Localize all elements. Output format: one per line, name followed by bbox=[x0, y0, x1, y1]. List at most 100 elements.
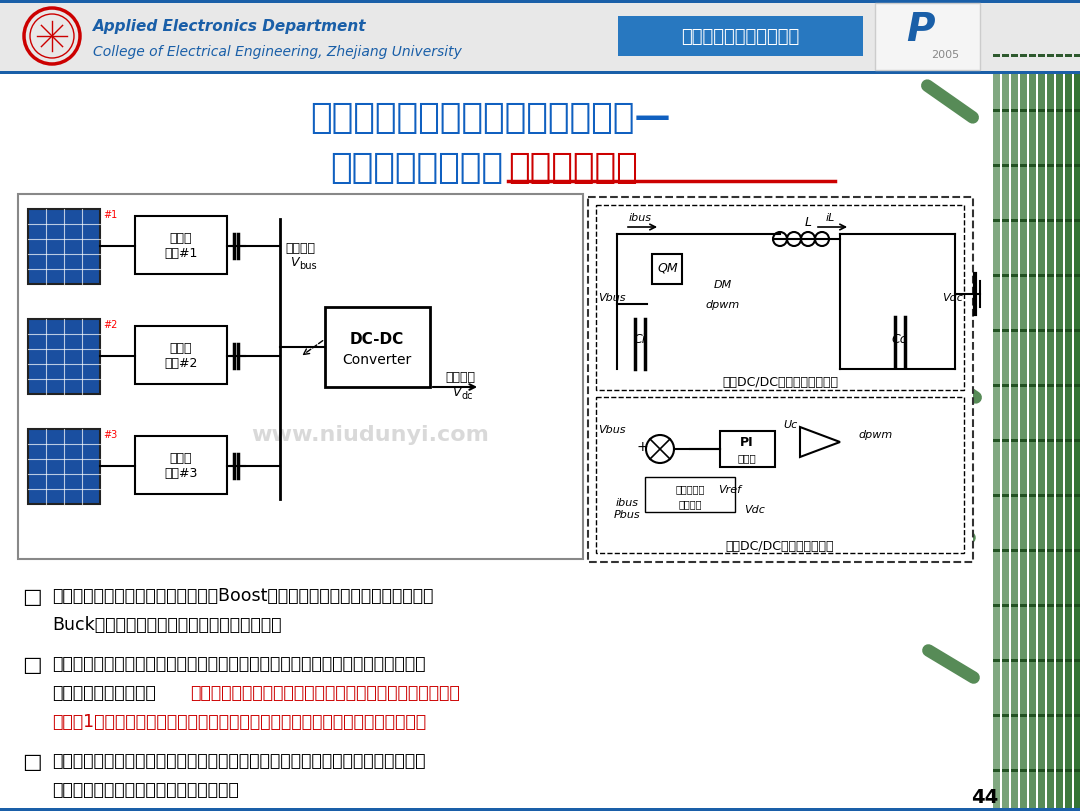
Bar bbox=[1038, 440, 1045, 443]
Bar bbox=[1038, 495, 1045, 497]
Text: 后级DC/DC变换器控制电路: 后级DC/DC变换器控制电路 bbox=[726, 540, 834, 553]
Bar bbox=[135, 436, 227, 495]
Bar bbox=[993, 769, 1000, 772]
Bar bbox=[993, 0, 1000, 811]
Bar bbox=[0, 72, 1080, 75]
Bar bbox=[1065, 714, 1072, 717]
Bar bbox=[1020, 714, 1027, 717]
Text: dc: dc bbox=[461, 391, 473, 401]
Text: □: □ bbox=[22, 654, 42, 674]
Text: V: V bbox=[291, 256, 298, 269]
Bar bbox=[0, 0, 1080, 4]
Bar bbox=[1047, 220, 1054, 223]
Text: 控制器: 控制器 bbox=[738, 453, 756, 462]
Text: 直流母线: 直流母线 bbox=[285, 241, 315, 254]
Text: #2: #2 bbox=[103, 320, 118, 329]
Bar bbox=[1065, 495, 1072, 497]
Text: 后级DC/DC变换器主功率电路: 后级DC/DC变换器主功率电路 bbox=[723, 376, 838, 389]
Bar bbox=[1011, 109, 1018, 113]
Bar bbox=[1047, 0, 1054, 811]
Text: dpwm: dpwm bbox=[706, 299, 740, 310]
Text: 该系统前级由三个光伏板及三个基于Boost拓扑的功率优化器组成，后级由一个: 该系统前级由三个光伏板及三个基于Boost拓扑的功率优化器组成，后级由一个 bbox=[52, 586, 433, 604]
Bar bbox=[1065, 55, 1072, 58]
Bar bbox=[1074, 769, 1080, 772]
Bar bbox=[1038, 714, 1045, 717]
Bar bbox=[1011, 55, 1018, 58]
Bar bbox=[1020, 495, 1027, 497]
Bar bbox=[1038, 220, 1045, 223]
Bar bbox=[1020, 329, 1027, 333]
Bar bbox=[1020, 384, 1027, 388]
Bar bbox=[1029, 549, 1036, 552]
Bar bbox=[1029, 0, 1036, 811]
Bar bbox=[1011, 440, 1018, 443]
Bar bbox=[1038, 0, 1045, 3]
Bar bbox=[720, 431, 775, 467]
Bar bbox=[135, 327, 227, 384]
Bar bbox=[1002, 549, 1009, 552]
Bar bbox=[1029, 659, 1036, 663]
Bar bbox=[1065, 769, 1072, 772]
Bar bbox=[1047, 329, 1054, 333]
Bar bbox=[993, 604, 1000, 607]
Bar bbox=[1038, 55, 1045, 58]
Bar bbox=[1029, 220, 1036, 223]
Text: +: + bbox=[636, 440, 648, 453]
Text: DC-DC: DC-DC bbox=[350, 332, 404, 347]
Bar bbox=[1011, 275, 1018, 277]
Text: □: □ bbox=[22, 586, 42, 607]
Bar bbox=[1029, 604, 1036, 607]
Bar bbox=[875, 4, 980, 71]
Bar bbox=[1002, 495, 1009, 497]
Bar bbox=[993, 275, 1000, 277]
Bar bbox=[1011, 495, 1018, 497]
Text: Vdc: Vdc bbox=[942, 293, 963, 303]
Bar bbox=[1002, 165, 1009, 168]
Bar bbox=[1065, 165, 1072, 168]
Bar bbox=[1074, 275, 1080, 277]
Bar bbox=[993, 549, 1000, 552]
Text: Pbus: Pbus bbox=[613, 509, 640, 519]
Bar bbox=[1065, 659, 1072, 663]
Bar bbox=[1047, 440, 1054, 443]
Bar bbox=[0, 808, 1080, 811]
Bar bbox=[1065, 0, 1072, 3]
Bar bbox=[1038, 275, 1045, 277]
Bar bbox=[596, 397, 964, 553]
Bar bbox=[1047, 275, 1054, 277]
Bar bbox=[1011, 0, 1018, 3]
Bar bbox=[1002, 0, 1009, 811]
Bar bbox=[1002, 384, 1009, 388]
Bar bbox=[1038, 659, 1045, 663]
Bar bbox=[1065, 275, 1072, 277]
Bar bbox=[1065, 329, 1072, 333]
Bar bbox=[1002, 714, 1009, 717]
Text: 比接近1，在不增加硬件成本的前提下减少开关损耗，进而提高系统的整体效率。: 比接近1，在不增加硬件成本的前提下减少开关损耗，进而提高系统的整体效率。 bbox=[52, 712, 427, 730]
Bar bbox=[993, 109, 1000, 113]
Bar bbox=[1011, 769, 1018, 772]
Bar bbox=[1074, 55, 1080, 58]
Bar bbox=[1002, 55, 1009, 58]
Bar bbox=[1074, 659, 1080, 663]
Bar bbox=[1056, 495, 1063, 497]
Bar bbox=[993, 495, 1000, 497]
Bar bbox=[1074, 329, 1080, 333]
Bar bbox=[1002, 604, 1009, 607]
Bar bbox=[1002, 769, 1009, 772]
Bar bbox=[1047, 384, 1054, 388]
Bar bbox=[1011, 549, 1018, 552]
Bar bbox=[1029, 109, 1036, 113]
Text: Vref: Vref bbox=[718, 484, 742, 495]
Bar bbox=[1065, 220, 1072, 223]
Bar bbox=[1020, 220, 1027, 223]
Bar bbox=[1074, 495, 1080, 497]
Text: dpwm: dpwm bbox=[858, 430, 892, 440]
Bar bbox=[1038, 549, 1045, 552]
Bar bbox=[1056, 549, 1063, 552]
Bar bbox=[1065, 0, 1072, 811]
Bar bbox=[1011, 329, 1018, 333]
Bar bbox=[1020, 165, 1027, 168]
Bar bbox=[1038, 165, 1045, 168]
Bar bbox=[1074, 714, 1080, 717]
Bar bbox=[1074, 440, 1080, 443]
